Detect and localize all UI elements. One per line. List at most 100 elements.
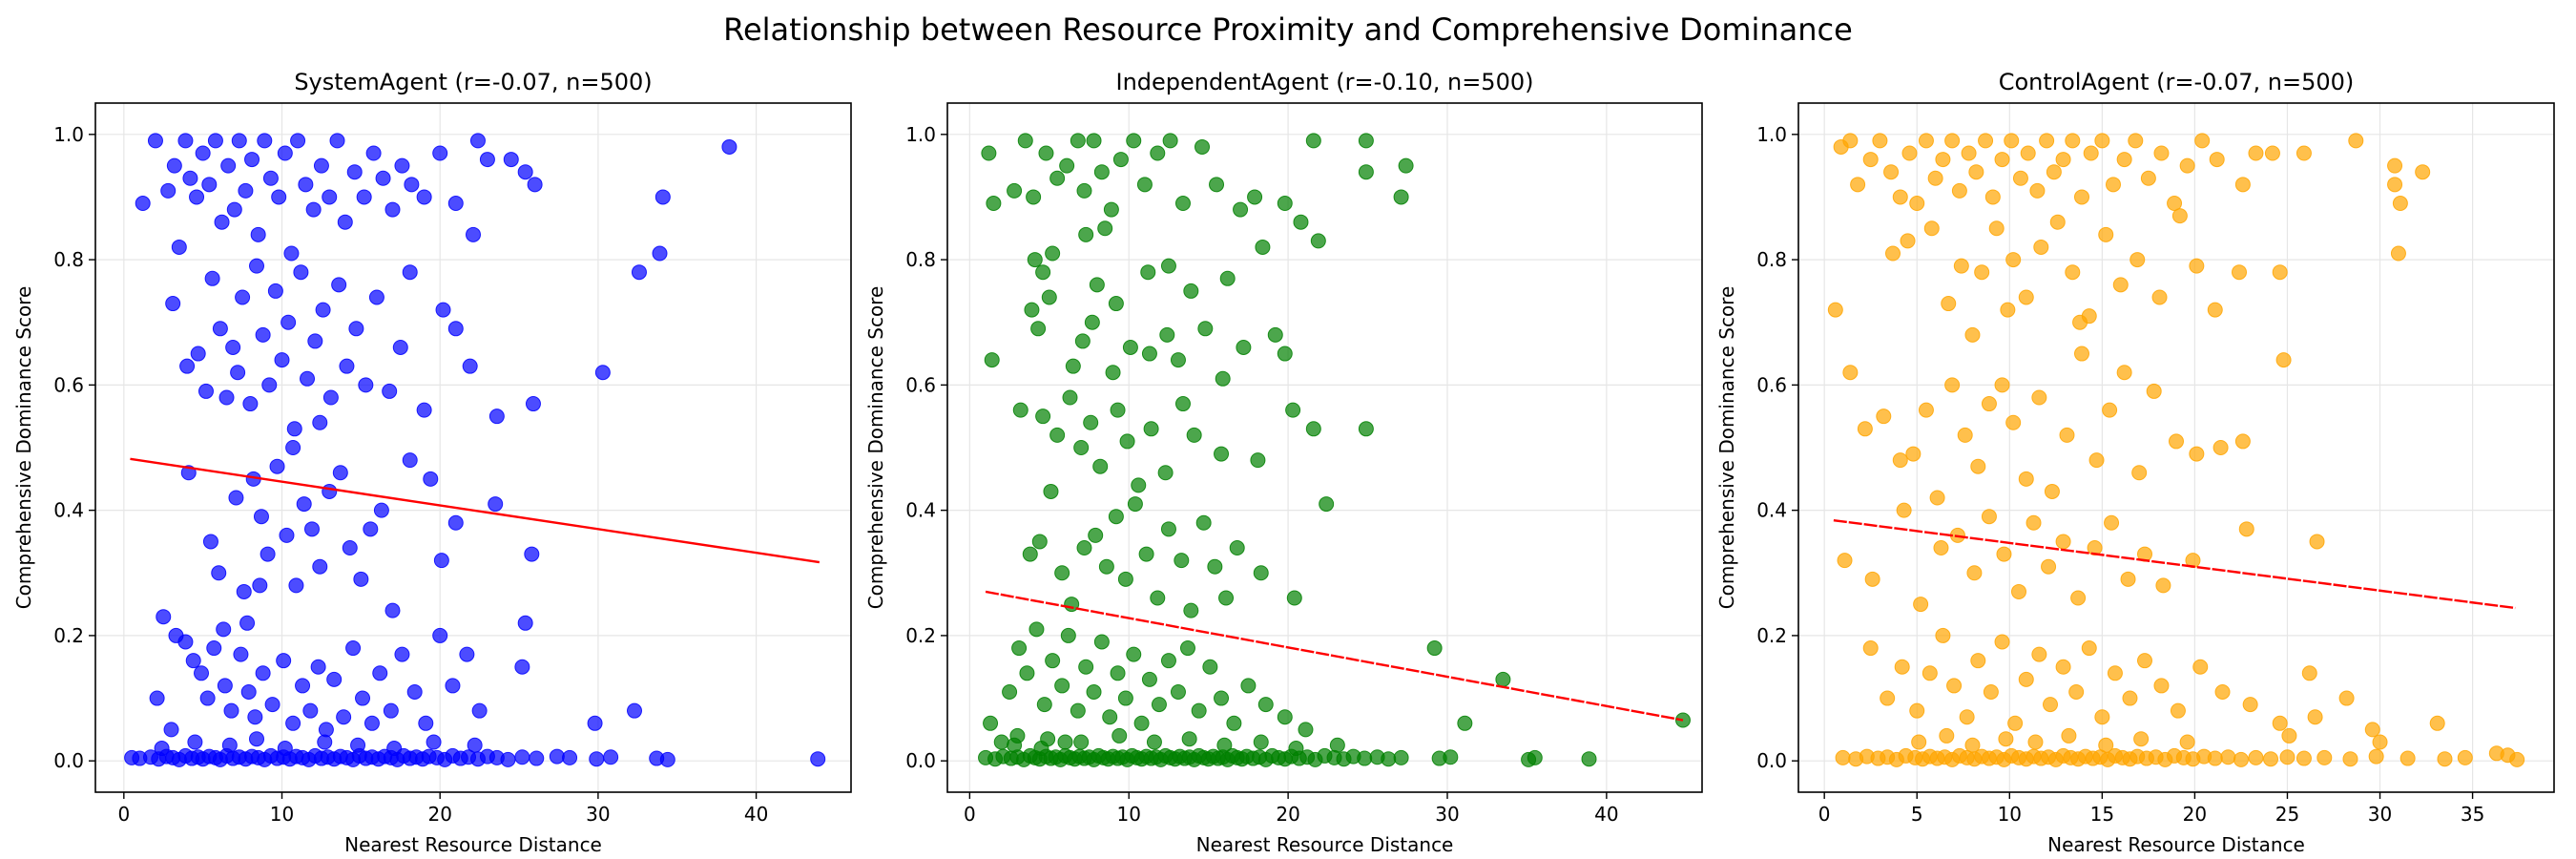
x-tick-label: 30: [586, 803, 610, 826]
data-point: [220, 157, 237, 174]
data-point: [375, 170, 391, 186]
data-point: [1922, 665, 1938, 681]
data-point: [179, 358, 196, 374]
data-point: [240, 683, 257, 700]
y-tick-label: 0.6: [53, 373, 84, 396]
data-point: [1957, 427, 1973, 443]
data-point: [2120, 571, 2136, 587]
data-point: [235, 289, 251, 305]
panel-title: IndependentAgent (r=-0.10, n=500): [1116, 69, 1534, 95]
y-tick-label: 0.4: [53, 499, 84, 522]
data-point: [329, 133, 345, 149]
data-point: [322, 189, 338, 205]
data-point: [1041, 289, 1057, 305]
data-point: [1226, 715, 1242, 731]
data-point: [2005, 252, 2022, 268]
data-point: [2129, 252, 2146, 268]
y-axis-label: Comprehensive Dominance Score: [1715, 286, 1738, 610]
data-point: [247, 709, 263, 725]
data-point: [1060, 627, 1076, 643]
data-point: [1038, 145, 1054, 161]
data-point: [1174, 396, 1191, 412]
data-point: [336, 709, 352, 725]
data-point: [1885, 245, 1901, 262]
data-point: [1964, 326, 1981, 343]
data-point: [1935, 627, 1951, 643]
data-point: [1174, 196, 1191, 212]
data-point: [207, 133, 223, 149]
data-point: [1202, 659, 1218, 675]
data-point: [459, 646, 475, 662]
data-point: [312, 558, 328, 575]
data-point: [1305, 421, 1321, 437]
data-point: [469, 133, 486, 149]
data-point: [2055, 534, 2071, 550]
data-point: [1131, 477, 1147, 493]
data-point: [426, 734, 442, 750]
data-point: [1186, 427, 1202, 443]
data-point: [1065, 358, 1081, 374]
data-point: [2039, 133, 2055, 149]
data-point: [1197, 321, 1214, 337]
data-point: [527, 177, 543, 193]
data-point: [285, 715, 301, 731]
x-tick-label: 40: [1594, 803, 1618, 826]
data-point: [2104, 514, 2120, 531]
data-point: [2392, 196, 2408, 212]
data-point: [404, 177, 420, 193]
data-point: [2137, 653, 2152, 669]
data-point: [402, 452, 418, 469]
data-point: [253, 509, 269, 525]
data-point: [2102, 402, 2118, 418]
data-point: [238, 182, 254, 199]
data-point: [1443, 749, 1459, 765]
data-point: [2509, 751, 2525, 767]
y-tick-label: 0.0: [905, 749, 936, 772]
data-point: [2068, 683, 2085, 700]
data-point: [262, 170, 279, 186]
data-point: [447, 321, 464, 337]
x-tick-label: 20: [1276, 803, 1299, 826]
data-point: [1923, 220, 1940, 237]
data-point: [355, 690, 371, 706]
data-point: [1909, 702, 1925, 719]
data-point: [1842, 365, 1859, 381]
data-point: [201, 177, 218, 193]
data-point: [1117, 690, 1133, 706]
data-point: [1277, 709, 1293, 725]
data-point: [2153, 145, 2170, 161]
data-point: [217, 678, 233, 694]
data-point: [277, 741, 293, 757]
x-tick-label: 35: [2461, 803, 2484, 826]
data-point: [1074, 333, 1091, 349]
data-point: [2364, 722, 2380, 738]
data-point: [1057, 734, 1073, 750]
data-point: [1209, 177, 1225, 193]
data-point: [2170, 702, 2186, 719]
x-tick-label: 0: [117, 803, 130, 826]
data-point: [2242, 697, 2258, 713]
data-point: [345, 640, 362, 657]
data-point: [350, 737, 366, 753]
data-point: [293, 264, 309, 281]
data-point: [249, 258, 265, 274]
data-point: [276, 653, 292, 669]
data-point: [2005, 414, 2022, 430]
data-point: [2207, 750, 2223, 766]
data-point: [236, 583, 252, 599]
y-tick-label: 1.0: [53, 123, 84, 146]
data-point: [1136, 177, 1153, 193]
axes-frame: [946, 102, 1703, 793]
panel-control-agent: 0 5 10 15 20 25 30 35 0.0 0.2 0.4 0.6 0.8 1.0 ControlA…: [1715, 69, 2555, 856]
data-point: [2301, 665, 2317, 681]
data-point: [1157, 465, 1174, 481]
data-point: [447, 196, 464, 212]
data-point: [149, 690, 165, 706]
data-point: [2070, 590, 2087, 606]
axes-frame: [1797, 102, 2555, 793]
data-point: [1581, 751, 1597, 767]
data-point: [274, 352, 290, 368]
data-point: [228, 490, 244, 506]
data-point: [2072, 314, 2088, 330]
data-point: [2387, 157, 2403, 174]
